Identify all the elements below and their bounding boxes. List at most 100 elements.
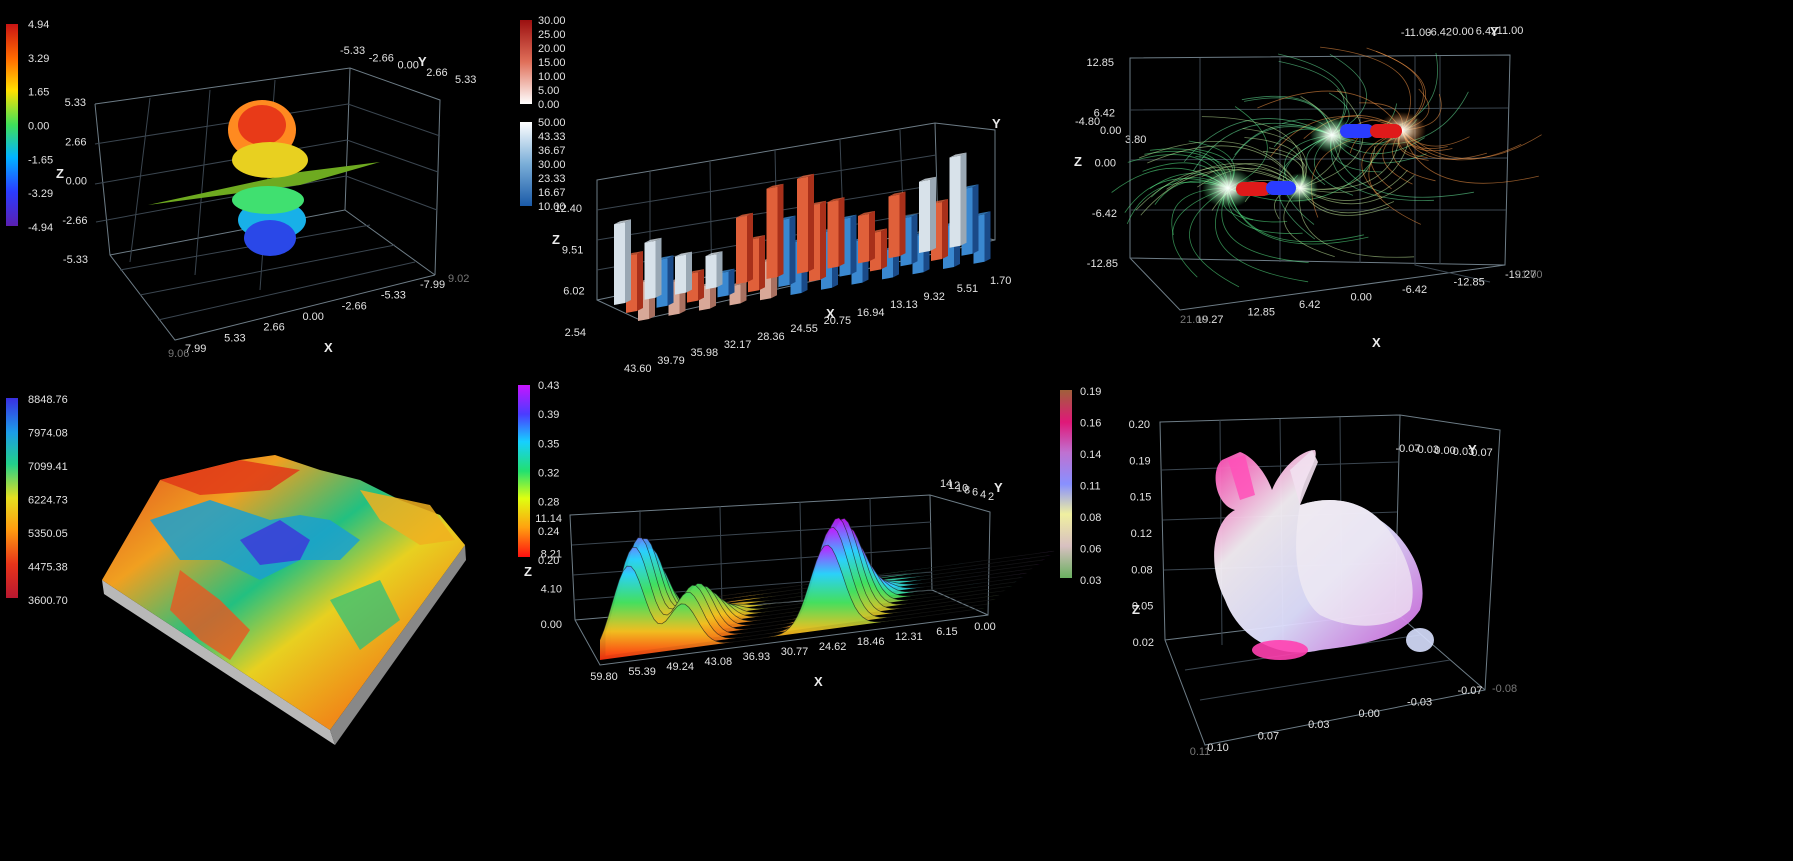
x-tick: -7.99 xyxy=(420,279,445,291)
x-tick: 16.94 xyxy=(857,307,885,319)
x-tick: 12.31 xyxy=(895,631,923,643)
colorbar-tick: 0.08 xyxy=(1080,512,1101,524)
ridge-area xyxy=(600,545,985,660)
colorbar-tick: 25.00 xyxy=(538,29,566,41)
bar-top xyxy=(888,191,906,197)
field-line xyxy=(1183,118,1333,162)
x-tick: 2.66 xyxy=(263,322,284,334)
panel-lobe: 4.94 3.29 1.65 0.00 -1.65 -3.29 -4.94 5.33 2.66… xyxy=(6,19,476,360)
colorbar-tick: 0.20 xyxy=(538,555,559,567)
x-tick: 35.98 xyxy=(691,347,719,359)
x-tick: -12.85 xyxy=(1454,277,1485,289)
bar-side xyxy=(625,219,631,303)
y-tick: -2.66 xyxy=(369,52,394,64)
bar xyxy=(919,179,930,253)
z-tick: 0.00 xyxy=(66,176,87,188)
magnet-left xyxy=(1236,181,1296,196)
bar xyxy=(644,240,656,300)
y-tick: 6 xyxy=(972,487,978,499)
y-tick: -4.80 xyxy=(1075,116,1100,128)
z-tick: -12.85 xyxy=(1087,258,1118,270)
colorbar-tick: 10.00 xyxy=(538,201,566,213)
y-tick: 0.00 xyxy=(1452,26,1473,38)
y-tick: -6.42 xyxy=(1427,27,1452,39)
x-tick: 21.00 xyxy=(1515,269,1543,281)
bar-side xyxy=(930,176,936,251)
field-lines xyxy=(1111,46,1542,288)
bar-side xyxy=(808,173,814,272)
ridge-area xyxy=(605,527,991,656)
y-tick: 0.03 xyxy=(1453,446,1474,458)
x-tick: 9.32 xyxy=(923,291,944,303)
y-axis-label: Y xyxy=(418,54,427,69)
colorbar-tick: 15.00 xyxy=(538,57,566,69)
bar xyxy=(827,200,839,269)
z-tick: 0.15 xyxy=(1130,492,1151,504)
z-tick: 0.00 xyxy=(541,619,562,631)
ridge-line xyxy=(599,544,983,643)
bar-side xyxy=(899,191,906,257)
bar-side xyxy=(881,228,887,270)
glow-left xyxy=(1202,168,1254,208)
x-tick: 59.80 xyxy=(590,671,618,683)
y-tick: -0.03 xyxy=(1414,444,1439,456)
bar-side xyxy=(942,199,948,259)
panel-bunny: 0.19 0.16 0.14 0.11 0.08 0.06 0.03 0.20 0.19 0.1… xyxy=(1060,386,1517,758)
x-tick: -2.66 xyxy=(342,300,367,312)
bar xyxy=(858,213,869,264)
colorbar-tick: 0.32 xyxy=(538,468,559,480)
colorbar-tick: 3600.70 xyxy=(28,595,68,607)
field-line xyxy=(1299,89,1364,189)
magnet-right xyxy=(1340,124,1402,138)
z-tick: 6.02 xyxy=(563,286,584,298)
bar-side xyxy=(869,210,875,262)
z-tick: 9.51 xyxy=(562,244,583,256)
bar-side xyxy=(850,214,857,275)
x-tick: 24.62 xyxy=(819,641,847,653)
x-tick: 0.11 xyxy=(1190,746,1211,758)
x-tick: 0.00 xyxy=(303,311,324,323)
x-tick: 9.02 xyxy=(448,273,469,285)
z-tick: 12.85 xyxy=(1086,57,1114,69)
colorbar-red xyxy=(520,20,532,104)
colorbar-tick: 5.00 xyxy=(538,85,559,97)
colorbar-tick: 0.06 xyxy=(1080,544,1101,556)
z-tick: 0.19 xyxy=(1129,455,1150,467)
bar xyxy=(766,186,778,279)
z-tick: 2.66 xyxy=(65,136,86,148)
z-tick: 11.14 xyxy=(535,513,562,525)
bar xyxy=(797,176,808,274)
x-tick: 39.79 xyxy=(657,355,685,367)
bar-side xyxy=(655,237,662,298)
colorbar-tick: 20.00 xyxy=(538,43,566,55)
z-tick: 0.08 xyxy=(1131,564,1152,576)
bar-top xyxy=(705,251,723,257)
x-tick: 0.10 xyxy=(1207,742,1228,754)
bar-side xyxy=(747,212,753,283)
colorbar-tick: 0.14 xyxy=(1080,449,1101,461)
panel-field: 12.856.420.00-6.42-12.8519.2712.856.420.… xyxy=(1074,24,1543,350)
z-tick: 0.00 xyxy=(1095,158,1116,170)
y-tick: 10 xyxy=(956,482,968,494)
colorbar-tick: 5350.05 xyxy=(28,528,68,540)
y-tick: 0.00 xyxy=(398,60,419,72)
colorbar-tick: 0.39 xyxy=(538,409,559,421)
bar-side xyxy=(789,215,796,285)
y-tick: 8 xyxy=(964,485,970,497)
colorbar-tick: 0.16 xyxy=(1080,418,1101,430)
x-tick: 43.60 xyxy=(624,363,652,375)
colorbar xyxy=(6,24,18,226)
y-tick: 6.42 xyxy=(1476,26,1497,38)
z-tick: 0.12 xyxy=(1131,528,1152,540)
bar-side xyxy=(667,255,674,306)
field-line xyxy=(1138,140,1301,189)
x-tick: 32.17 xyxy=(724,339,752,351)
z-axis-label: Z xyxy=(56,166,64,181)
bar xyxy=(888,194,900,259)
x-axis-label: X xyxy=(826,306,835,321)
z-axis-label: Z xyxy=(524,564,532,579)
x-tick: 24.55 xyxy=(790,323,818,335)
x-tick: 21.00 xyxy=(1180,314,1208,326)
x-tick: 9.06 xyxy=(168,348,189,360)
colorbar-tick: 4.94 xyxy=(28,19,49,31)
